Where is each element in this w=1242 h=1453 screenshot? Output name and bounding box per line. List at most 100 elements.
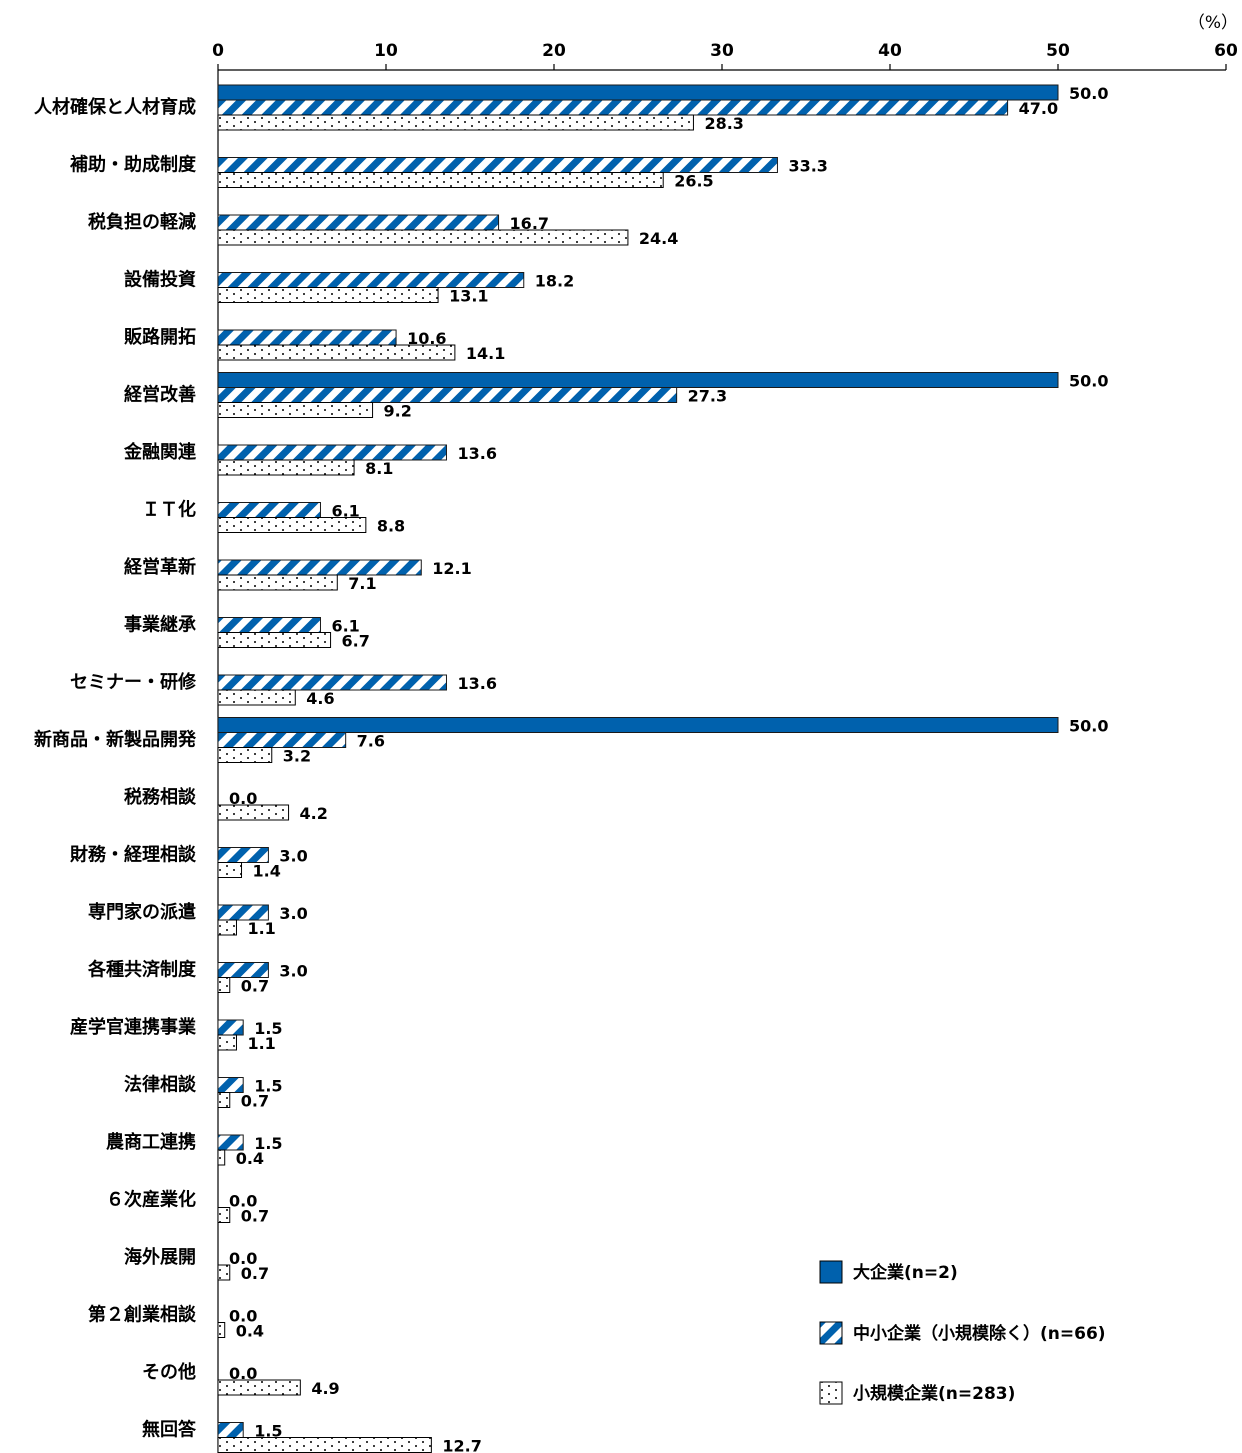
bar (217, 84, 1059, 101)
bar (217, 459, 355, 476)
x-tick-label: 30 (710, 41, 734, 61)
bar (217, 689, 296, 706)
data-label: 10.6 (407, 329, 446, 348)
data-label: 4.6 (306, 689, 334, 708)
category-label: 財務・経理相談 (70, 844, 197, 866)
category-label: 産学官連携事業 (70, 1016, 197, 1038)
x-tick-label: 60 (1214, 41, 1238, 61)
bar (217, 919, 237, 936)
x-tick-label: 50 (1046, 41, 1070, 61)
bar (217, 517, 367, 533)
bar (217, 559, 422, 576)
category-label: 無回答 (142, 1419, 197, 1441)
category-label: 税務相談 (124, 786, 197, 808)
bar (217, 977, 231, 993)
data-label: 7.1 (348, 574, 376, 593)
legend: 大企業(n=2) 中小企業（小規模除く）(n=66) 小規模企業(n=283) (819, 1260, 1106, 1405)
category-label: 農商工連携 (106, 1131, 196, 1153)
data-label: 26.5 (674, 172, 713, 191)
data-label: 0.7 (241, 1264, 269, 1283)
x-tick-label: 0 (212, 41, 224, 61)
data-label: 14.1 (466, 344, 505, 363)
data-label: 0.7 (241, 1092, 269, 1111)
data-label: 50.0 (1069, 717, 1108, 736)
category-label: 事業継承 (124, 614, 197, 636)
bar (217, 229, 629, 246)
data-label: 12.7 (442, 1437, 481, 1453)
bar (217, 1264, 231, 1281)
data-label: 16.7 (510, 214, 549, 233)
bar (217, 1019, 244, 1036)
data-label: 8.8 (377, 517, 405, 536)
category-label: セミナー・研修 (70, 671, 197, 693)
legend-swatch (819, 1321, 843, 1345)
data-label: 1.5 (254, 1134, 282, 1153)
data-label: 0.0 (229, 789, 257, 808)
data-label: 3.0 (279, 847, 307, 866)
legend-swatch (819, 1260, 843, 1284)
category-label: 経営革新 (124, 556, 196, 578)
category-label: 海外展開 (124, 1246, 196, 1268)
category-label: 補助・助成制度 (69, 154, 197, 176)
category-label: ６次産業化 (106, 1189, 196, 1211)
category-label: 新商品・新製品開発 (34, 729, 197, 751)
data-label: 6.1 (331, 617, 359, 636)
legend-label: 中小企業（小規模除く）(n=66) (853, 1323, 1106, 1344)
bar (217, 272, 525, 288)
bar (217, 1092, 231, 1108)
x-tick-label: 40 (878, 41, 902, 61)
data-label: 8.1 (365, 459, 393, 478)
category-label: 税負担の軽減 (88, 211, 196, 233)
bar (217, 674, 447, 691)
data-label: 24.4 (639, 229, 678, 248)
data-label: 27.3 (688, 387, 727, 406)
data-label: 3.0 (279, 962, 307, 981)
bar (217, 99, 1009, 116)
data-label: 0.0 (229, 1249, 257, 1268)
bar (217, 732, 347, 748)
bar (217, 287, 439, 303)
data-label: 12.1 (432, 559, 471, 578)
data-label: 13.1 (449, 287, 488, 306)
bar (217, 847, 269, 863)
bar (217, 904, 269, 921)
bar (217, 372, 1059, 388)
data-label: 4.2 (300, 804, 328, 823)
data-label: 1.1 (247, 1034, 275, 1053)
category-label: 第２創業相談 (88, 1304, 197, 1326)
bar (217, 1207, 231, 1223)
category-label: 専門家の派遣 (88, 901, 196, 923)
category-label: 各種共済制度 (87, 959, 197, 981)
data-label: 0.7 (241, 977, 269, 996)
bar (217, 1149, 226, 1166)
bar (217, 387, 678, 403)
data-label: 50.0 (1069, 372, 1108, 391)
bar (217, 114, 694, 131)
unit-label: （%） (1188, 13, 1238, 33)
data-label: 6.1 (331, 502, 359, 521)
bar (217, 1034, 237, 1051)
data-label: 13.6 (457, 674, 496, 693)
data-label: 1.1 (247, 919, 275, 938)
category-label: 人材確保と人材育成 (34, 96, 196, 118)
bar (217, 444, 447, 461)
bar (217, 1437, 432, 1453)
bar (217, 747, 273, 763)
bar (217, 344, 456, 361)
bar (217, 617, 321, 633)
bar (217, 804, 290, 821)
category-label: 設備投資 (124, 269, 196, 291)
bar (217, 502, 321, 518)
data-label: 28.3 (704, 114, 743, 133)
category-label: 販路開拓 (124, 326, 196, 348)
data-label: 18.2 (535, 272, 574, 291)
bar (217, 1077, 244, 1093)
bar (217, 157, 778, 173)
bar (217, 172, 664, 188)
data-label: 9.2 (384, 402, 412, 421)
bar (217, 1322, 226, 1338)
bar (217, 962, 269, 978)
category-label: その他 (142, 1361, 196, 1383)
